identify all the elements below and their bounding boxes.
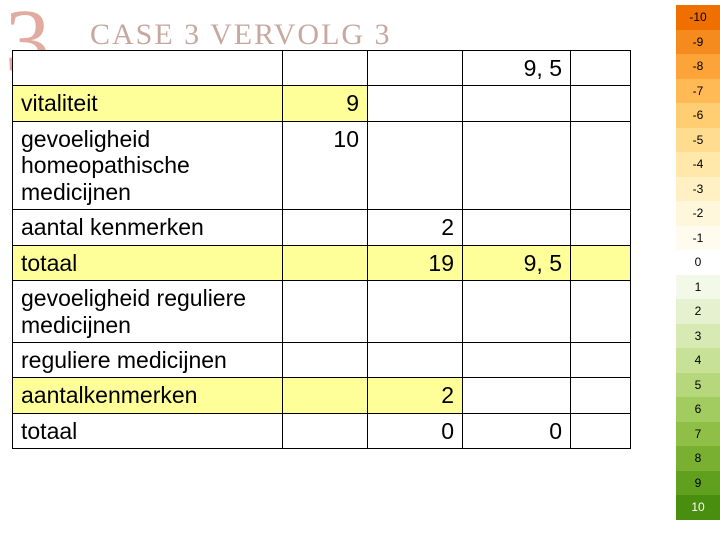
scale-step: -4: [676, 152, 720, 177]
table-cell: [463, 281, 571, 343]
table-row: totaal 199, 5: [13, 245, 631, 280]
scale-step: 10: [676, 495, 720, 520]
table-cell: totaal: [13, 413, 283, 448]
scale-step: 5: [676, 373, 720, 398]
table-cell: [368, 51, 463, 86]
table-cell: [571, 281, 631, 343]
table-cell: [463, 121, 571, 209]
table-cell: [283, 342, 368, 377]
table-cell: [571, 121, 631, 209]
scale-step: 3: [676, 324, 720, 349]
table-cell: [571, 51, 631, 86]
color-scale: -10-9-8-7-6-5-4-3-2-1012345678910: [676, 5, 720, 520]
table-cell: 19: [368, 245, 463, 280]
table-cell: 0: [463, 413, 571, 448]
table-cell: [283, 210, 368, 245]
scale-step: -7: [676, 79, 720, 104]
scale-step: -8: [676, 54, 720, 79]
table-cell: [283, 245, 368, 280]
table-cell: totaal: [13, 245, 283, 280]
scale-step: 2: [676, 299, 720, 324]
scale-step: 0: [676, 250, 720, 275]
scale-step: 4: [676, 348, 720, 373]
table-cell: [463, 378, 571, 413]
table-cell: [283, 281, 368, 343]
table-cell: gevoeligheid homeopathische medicijnen: [13, 121, 283, 209]
table-cell: aantalkenmerken: [13, 378, 283, 413]
table-cell: [571, 210, 631, 245]
table-cell: [13, 51, 283, 86]
scale-step: -2: [676, 201, 720, 226]
table-row: aantalkenmerken 2: [13, 378, 631, 413]
table-row: gevoeligheid homeopathische medicijnen10: [13, 121, 631, 209]
table-cell: [571, 86, 631, 121]
table-cell: [463, 86, 571, 121]
table-row: vitaliteit9: [13, 86, 631, 121]
table-cell: [368, 281, 463, 343]
scale-step: -1: [676, 226, 720, 251]
scale-step: -5: [676, 128, 720, 153]
scale-step: -3: [676, 177, 720, 202]
scale-step: -6: [676, 103, 720, 128]
table-cell: [571, 245, 631, 280]
data-table: 9, 5vitaliteit9gevoeligheid homeopathisc…: [12, 50, 631, 449]
scale-step: 8: [676, 446, 720, 471]
scale-step: 1: [676, 275, 720, 300]
table-cell: [283, 413, 368, 448]
table-cell: vitaliteit: [13, 86, 283, 121]
table-cell: [463, 342, 571, 377]
scale-step: -9: [676, 30, 720, 55]
table-cell: 2: [368, 378, 463, 413]
table-cell: [571, 342, 631, 377]
table-row: gevoeligheid reguliere medicijnen: [13, 281, 631, 343]
table-row: aantal kenmerken 2: [13, 210, 631, 245]
scale-step: -10: [676, 5, 720, 30]
table-cell: [368, 342, 463, 377]
table-cell: 9, 5: [463, 245, 571, 280]
scale-step: 6: [676, 397, 720, 422]
table-cell: reguliere medicijnen: [13, 342, 283, 377]
table-cell: [368, 86, 463, 121]
table-row: reguliere medicijnen: [13, 342, 631, 377]
table-cell: [571, 413, 631, 448]
table-cell: aantal kenmerken: [13, 210, 283, 245]
table-row: totaal 00: [13, 413, 631, 448]
table-cell: [283, 51, 368, 86]
table-cell: [368, 121, 463, 209]
table-cell: gevoeligheid reguliere medicijnen: [13, 281, 283, 343]
table-cell: 9: [283, 86, 368, 121]
table-cell: [463, 210, 571, 245]
table-cell: 9, 5: [463, 51, 571, 86]
table-cell: [283, 378, 368, 413]
table-cell: [571, 378, 631, 413]
table-cell: 2: [368, 210, 463, 245]
page-title: CASE 3 VERVOLG 3: [90, 18, 392, 52]
scale-step: 9: [676, 471, 720, 496]
scale-step: 7: [676, 422, 720, 447]
table-cell: 0: [368, 413, 463, 448]
table-row: 9, 5: [13, 51, 631, 86]
table-cell: 10: [283, 121, 368, 209]
